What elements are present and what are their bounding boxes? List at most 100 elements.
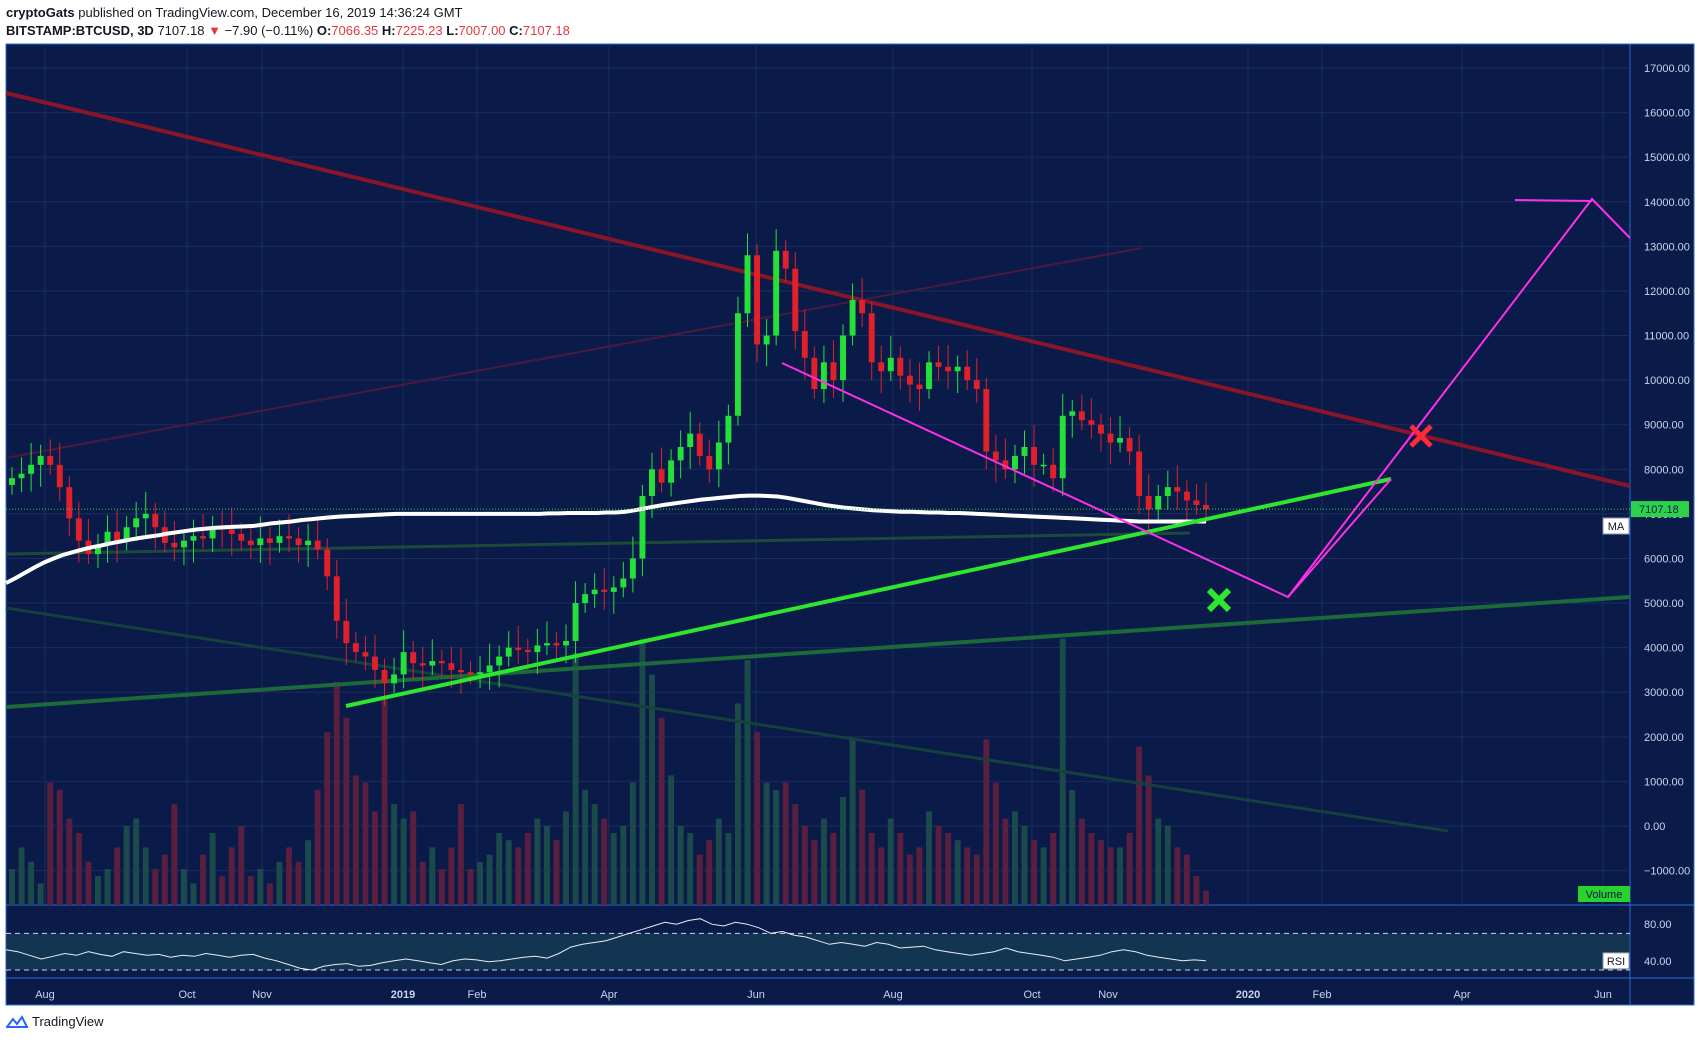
volume-bar: [161, 854, 168, 905]
candle-body: [314, 540, 321, 550]
buy-x-icon: [1206, 587, 1232, 613]
down-arrow-icon: ▼: [208, 23, 221, 38]
candle-body: [457, 669, 464, 673]
candle-body: [591, 589, 598, 595]
volume-bar: [992, 782, 999, 905]
rsi-tick-label: 80.00: [1644, 919, 1672, 931]
x-tick-label: 2019: [391, 989, 415, 1001]
volume-bar: [792, 804, 799, 905]
volume-bar: [505, 840, 512, 905]
volume-bar: [629, 782, 636, 905]
y-tick-label: 3000.00: [1644, 687, 1684, 699]
candle-body: [467, 672, 474, 675]
volume-bar: [410, 811, 417, 905]
x-tick-label: 2020: [1236, 989, 1260, 1001]
volume-tag-label: Volume: [1586, 889, 1623, 901]
volume-bar: [973, 854, 980, 905]
candle-body: [1011, 455, 1018, 470]
volume-bar: [572, 653, 579, 905]
x-tick-label: Oct: [178, 989, 195, 1001]
candles: [9, 228, 1209, 706]
rejection-x-icon: [1409, 424, 1433, 448]
price-change: −7.90 (−0.11%): [224, 23, 314, 38]
candle-body: [906, 375, 913, 385]
author-name[interactable]: cryptoGats: [6, 5, 75, 20]
candle-body: [1021, 447, 1028, 456]
candle-body: [734, 313, 741, 416]
volume-bar: [1021, 825, 1028, 905]
candle-body: [1040, 464, 1047, 467]
y-tick-label: 1000.00: [1644, 776, 1684, 788]
volume-bar: [190, 883, 197, 905]
candle-body: [754, 255, 761, 345]
candle-body: [572, 603, 579, 641]
volume-bar: [1107, 847, 1114, 905]
volume-bar: [171, 804, 178, 905]
candle-body: [114, 531, 121, 541]
candle-body: [266, 538, 273, 543]
chart-border: [5, 43, 1695, 1006]
mid-support-line: [5, 531, 1191, 556]
long-term-support-line: [5, 595, 1631, 709]
candle-body: [133, 518, 140, 528]
x-tick-label: Jun: [1594, 989, 1612, 1001]
volume-bar: [734, 703, 741, 905]
rsi-tag: [1602, 952, 1630, 970]
candle-body: [945, 366, 952, 372]
y-tick-label: 13000.00: [1644, 241, 1690, 253]
ma-tag-label: MA: [1608, 521, 1625, 533]
candle-body: [515, 647, 522, 650]
volume-bar: [906, 854, 913, 905]
volume-bar: [553, 840, 560, 905]
candle-body: [992, 451, 999, 461]
candle-body: [180, 540, 187, 548]
volume-bar: [610, 833, 617, 905]
candle-body: [391, 674, 398, 684]
volume-bar: [18, 847, 25, 905]
candle-body: [276, 536, 283, 543]
candle-body: [610, 587, 617, 592]
volume-bar: [801, 825, 808, 905]
volume-bar: [47, 782, 54, 905]
brand-name[interactable]: TradingView: [32, 1014, 104, 1029]
candle-body: [209, 527, 216, 539]
x-tick-label: Oct: [1023, 989, 1040, 1001]
high-label: H:: [381, 23, 396, 38]
volume-bar: [276, 861, 283, 905]
volume-bar: [754, 732, 761, 905]
volume-bar: [887, 818, 894, 905]
candle-body: [935, 362, 942, 367]
candle-body: [840, 335, 846, 381]
open-label: O:: [316, 23, 332, 38]
axes: 17000.00 16000.00 15000.00 14000.00 13000.00…: [35, 63, 1690, 1001]
candle-body: [352, 643, 359, 653]
x-tick-label: Apr: [1453, 989, 1470, 1001]
volume-bar: [563, 811, 569, 905]
trendlines-back: [5, 91, 1631, 833]
candle-body: [553, 643, 560, 646]
volume-bar: [28, 861, 35, 905]
candle-body: [477, 672, 484, 675]
y-tick-label: 10000.00: [1644, 375, 1690, 387]
volume-bar: [534, 818, 541, 905]
moving-average: [5, 493, 1206, 585]
candle-body: [171, 542, 178, 548]
faint-descending-line: [5, 606, 1449, 833]
candle-body: [868, 313, 875, 363]
volume-bar: [1164, 825, 1171, 905]
candle-body: [257, 538, 264, 546]
x-tick-label: Feb: [1313, 989, 1332, 1001]
candle-body: [295, 538, 302, 546]
candle-body: [926, 362, 932, 390]
volume-bar: [1193, 876, 1200, 905]
rsi-tick-label: 40.00: [1644, 956, 1672, 968]
y-tick-label: 17000.00: [1644, 63, 1690, 75]
volume-bar: [477, 861, 484, 905]
candle-body: [104, 531, 111, 546]
y-tick-label: 11000.00: [1644, 331, 1689, 343]
x-tick-label: Aug: [883, 989, 903, 1001]
candle-body: [28, 464, 35, 474]
candle-body: [620, 578, 627, 588]
candle-body: [629, 558, 636, 579]
